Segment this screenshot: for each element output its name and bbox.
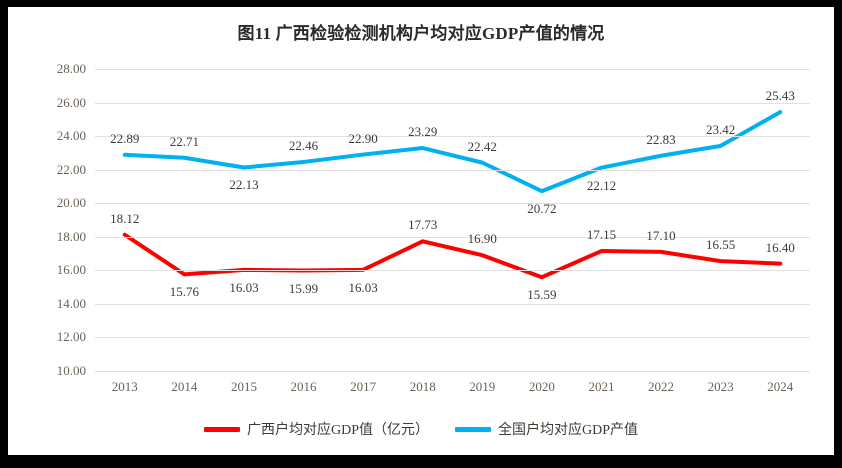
x-axis-tick-label: 2016 <box>290 379 317 394</box>
x-axis-tick-label: 2021 <box>588 379 615 394</box>
data-point-label: 16.40 <box>765 239 795 255</box>
data-point-label: 17.15 <box>586 227 617 243</box>
data-point-label: 22.71 <box>169 133 199 149</box>
x-axis-tick-label: 2023 <box>707 379 734 394</box>
x-axis-tick-label: 2018 <box>409 379 436 394</box>
x-axis-tick-label: 2013 <box>111 379 138 394</box>
gridline <box>95 371 810 372</box>
data-point-label: 16.90 <box>467 231 497 247</box>
data-point-label: 22.90 <box>348 130 378 146</box>
gridline <box>95 69 810 70</box>
data-point-label: 15.76 <box>169 284 199 300</box>
data-point-label: 22.89 <box>110 130 140 146</box>
x-axis-tick-label: 2022 <box>648 379 675 394</box>
gridline <box>95 136 810 138</box>
gridline <box>95 337 810 339</box>
plot-area: 18.12 15.76 16.03 15.99 16.03 17.73 16.90 15.59… <box>95 69 810 372</box>
data-point-label: 22.13 <box>229 177 259 193</box>
legend-label: 全国户均对应GDP产值 <box>498 423 639 438</box>
data-point-label: 22.12 <box>586 177 617 193</box>
data-point-label: 17.73 <box>408 217 438 233</box>
legend-color-swatch <box>455 426 491 432</box>
series-line-1 <box>122 110 783 194</box>
data-point-label: 17.10 <box>646 227 676 243</box>
y-axis-tick-label: 10.00 <box>56 363 86 378</box>
x-axis-tick-label: 2014 <box>171 379 198 394</box>
data-point-label: 23.42 <box>706 121 736 137</box>
legend-color-swatch <box>203 426 240 432</box>
data-point-label: 16.03 <box>348 279 378 295</box>
y-axis-tick-label: 28.00 <box>56 61 86 76</box>
legend-item-0[interactable]: 广西户均对应GDP值（亿元） <box>203 419 429 439</box>
gridline <box>95 303 810 305</box>
gridline <box>95 270 810 272</box>
data-point-label: 25.43 <box>765 88 795 104</box>
y-axis-tick-label: 14.00 <box>56 295 86 311</box>
chart-legend: 广西户均对应GDP值（亿元） 全国户均对应GDP产值 <box>8 419 834 439</box>
x-axis-tick-label: 2024 <box>767 379 794 394</box>
data-point-label: 16.55 <box>706 237 736 253</box>
legend-item-1[interactable]: 全国户均对应GDP产值 <box>455 419 638 439</box>
data-point-label: 22.46 <box>288 137 319 153</box>
y-axis-tick-label: 12.00 <box>56 329 86 345</box>
y-axis-tick-label: 22.00 <box>56 161 86 177</box>
y-axis-tick-label: 16.00 <box>56 262 86 278</box>
chart-container: 图11 广西检验检测机构户均对应GDP产值的情况 28.00 26.00 24.00… <box>8 7 834 455</box>
data-point-label: 22.83 <box>646 131 676 147</box>
x-axis-tick-label: 2017 <box>350 379 377 394</box>
data-point-label: 18.12 <box>110 210 140 226</box>
data-point-label: 20.72 <box>527 201 557 217</box>
data-point-label: 15.99 <box>288 280 319 296</box>
legend-label: 广西户均对应GDP值（亿元） <box>246 423 429 438</box>
data-point-label: 15.59 <box>527 287 557 303</box>
y-axis-tick-label: 18.00 <box>56 228 86 244</box>
y-axis-tick-label: 20.00 <box>56 195 86 211</box>
data-point-label: 22.42 <box>467 138 497 154</box>
gridline <box>95 203 810 205</box>
data-point-label: 23.29 <box>408 124 438 140</box>
x-axis-tick-label: 2015 <box>230 379 257 394</box>
chart-title: 图11 广西检验检测机构户均对应GDP产值的情况 <box>237 24 605 43</box>
gridline <box>95 236 810 238</box>
x-axis: 2013 2014 2015 2016 2017 2018 2019 2020 2021 2022… <box>95 379 810 399</box>
y-axis: 28.00 26.00 24.00 22.00 20.00 18.00 16.00 14.00… <box>24 61 86 378</box>
x-axis-tick-label: 2019 <box>469 379 496 394</box>
x-axis-tick-label: 2020 <box>528 379 555 394</box>
y-axis-tick-label: 24.00 <box>56 128 86 144</box>
gridline <box>95 169 810 171</box>
y-axis-tick-label: 26.00 <box>56 94 86 110</box>
data-point-label: 16.03 <box>229 279 259 295</box>
gridline <box>95 102 810 104</box>
